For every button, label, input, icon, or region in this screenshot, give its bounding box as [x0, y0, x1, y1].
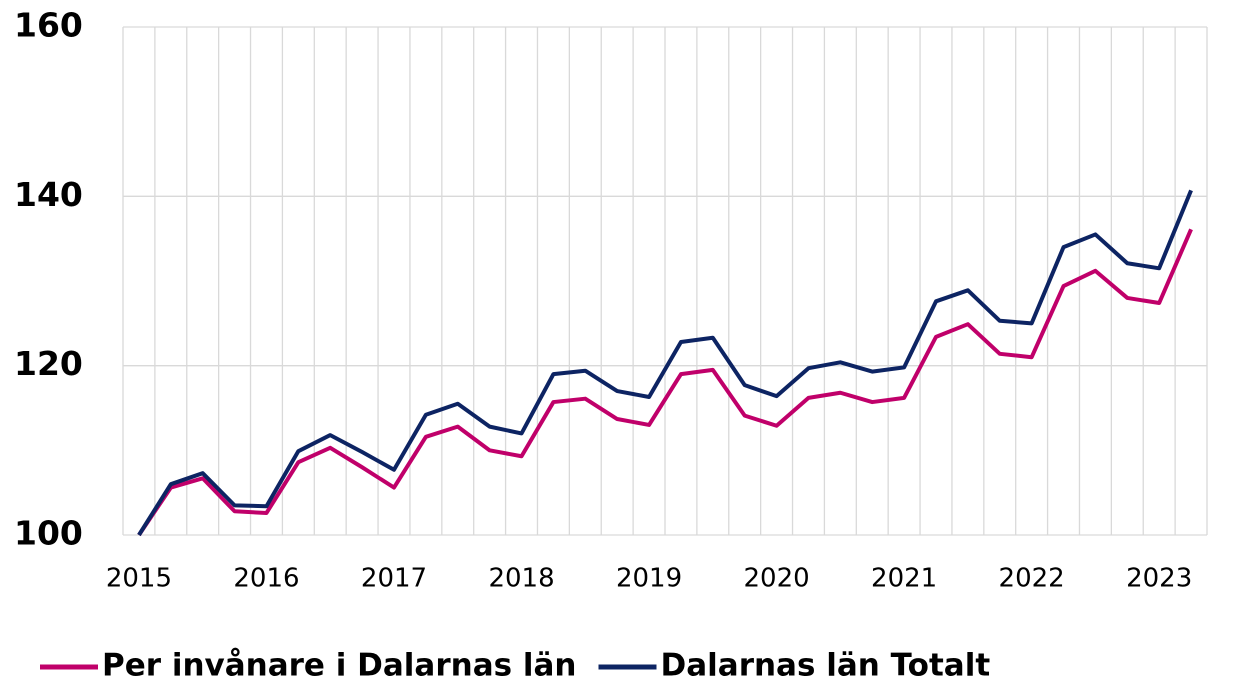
x-tick-label: 2021	[871, 564, 937, 594]
x-tick-label: 2016	[233, 564, 299, 594]
y-tick-label: 120	[14, 344, 83, 383]
x-tick-label: 2022	[999, 564, 1065, 594]
legend-label: Dalarnas län Totalt	[661, 648, 991, 684]
x-tick-label: 2017	[361, 564, 427, 594]
x-tick-label: 2023	[1126, 564, 1192, 594]
x-tick-label: 2019	[616, 564, 682, 594]
x-tick-label: 2015	[106, 564, 172, 594]
legend-label: Per invånare i Dalarnas län	[102, 648, 577, 684]
y-tick-label: 100	[14, 514, 83, 553]
y-tick-label: 140	[14, 175, 83, 214]
x-tick-label: 2018	[488, 564, 554, 594]
series-line	[137, 228, 1193, 537]
x-tick-label: 2020	[744, 564, 810, 594]
y-tick-label: 160	[14, 6, 83, 45]
series-line	[137, 189, 1193, 537]
